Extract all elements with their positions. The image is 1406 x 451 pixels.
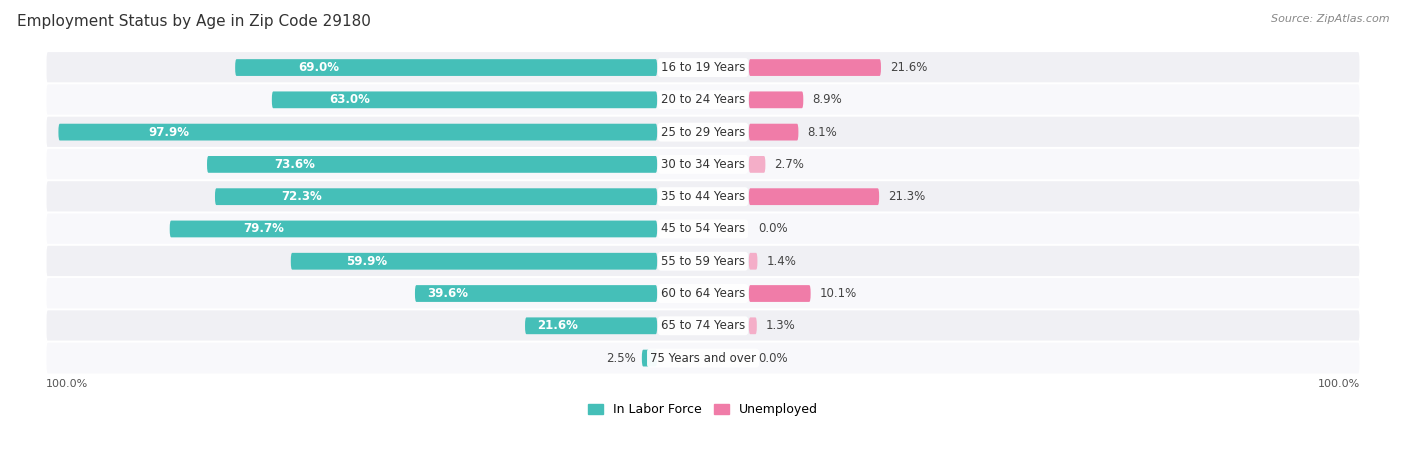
FancyBboxPatch shape [45,51,1361,84]
FancyBboxPatch shape [749,92,803,108]
FancyBboxPatch shape [45,277,1361,310]
FancyBboxPatch shape [45,148,1361,181]
FancyBboxPatch shape [271,92,657,108]
Text: 35 to 44 Years: 35 to 44 Years [661,190,745,203]
FancyBboxPatch shape [749,188,879,205]
FancyBboxPatch shape [749,156,765,173]
FancyBboxPatch shape [291,253,657,270]
Text: 59.9%: 59.9% [346,255,387,268]
FancyBboxPatch shape [215,188,657,205]
Text: 30 to 34 Years: 30 to 34 Years [661,158,745,171]
Text: 45 to 54 Years: 45 to 54 Years [661,222,745,235]
FancyBboxPatch shape [170,221,657,237]
Text: 16 to 19 Years: 16 to 19 Years [661,61,745,74]
Text: 63.0%: 63.0% [329,93,371,106]
Text: 21.6%: 21.6% [537,319,578,332]
Text: 72.3%: 72.3% [281,190,322,203]
Text: 2.7%: 2.7% [775,158,804,171]
FancyBboxPatch shape [415,285,657,302]
Text: 10.1%: 10.1% [820,287,858,300]
FancyBboxPatch shape [45,115,1361,148]
Text: 21.6%: 21.6% [890,61,928,74]
Text: 8.9%: 8.9% [813,93,842,106]
FancyBboxPatch shape [45,245,1361,278]
Text: 69.0%: 69.0% [298,61,339,74]
Text: 100.0%: 100.0% [1319,379,1361,389]
FancyBboxPatch shape [749,318,756,334]
FancyBboxPatch shape [45,309,1361,342]
FancyBboxPatch shape [235,59,657,76]
Text: 75 Years and over: 75 Years and over [650,352,756,364]
FancyBboxPatch shape [749,253,758,270]
FancyBboxPatch shape [59,124,657,141]
Legend: In Labor Force, Unemployed: In Labor Force, Unemployed [588,403,818,416]
FancyBboxPatch shape [45,180,1361,213]
Text: Employment Status by Age in Zip Code 29180: Employment Status by Age in Zip Code 291… [17,14,371,28]
FancyBboxPatch shape [749,124,799,141]
FancyBboxPatch shape [749,59,882,76]
Text: 55 to 59 Years: 55 to 59 Years [661,255,745,268]
Text: 1.4%: 1.4% [766,255,796,268]
Text: 39.6%: 39.6% [427,287,468,300]
Text: 0.0%: 0.0% [758,352,787,364]
Text: 0.0%: 0.0% [758,222,787,235]
FancyBboxPatch shape [643,350,657,367]
Text: 1.3%: 1.3% [766,319,796,332]
Text: 65 to 74 Years: 65 to 74 Years [661,319,745,332]
Text: 97.9%: 97.9% [148,126,190,138]
Text: 21.3%: 21.3% [889,190,925,203]
Text: 25 to 29 Years: 25 to 29 Years [661,126,745,138]
FancyBboxPatch shape [45,212,1361,245]
Text: 60 to 64 Years: 60 to 64 Years [661,287,745,300]
FancyBboxPatch shape [207,156,657,173]
Text: Source: ZipAtlas.com: Source: ZipAtlas.com [1271,14,1389,23]
FancyBboxPatch shape [749,285,811,302]
Text: 100.0%: 100.0% [45,379,87,389]
FancyBboxPatch shape [45,83,1361,116]
Text: 79.7%: 79.7% [243,222,284,235]
Text: 20 to 24 Years: 20 to 24 Years [661,93,745,106]
Text: 73.6%: 73.6% [274,158,315,171]
FancyBboxPatch shape [524,318,657,334]
FancyBboxPatch shape [45,341,1361,374]
Text: 2.5%: 2.5% [606,352,636,364]
Text: 8.1%: 8.1% [807,126,838,138]
